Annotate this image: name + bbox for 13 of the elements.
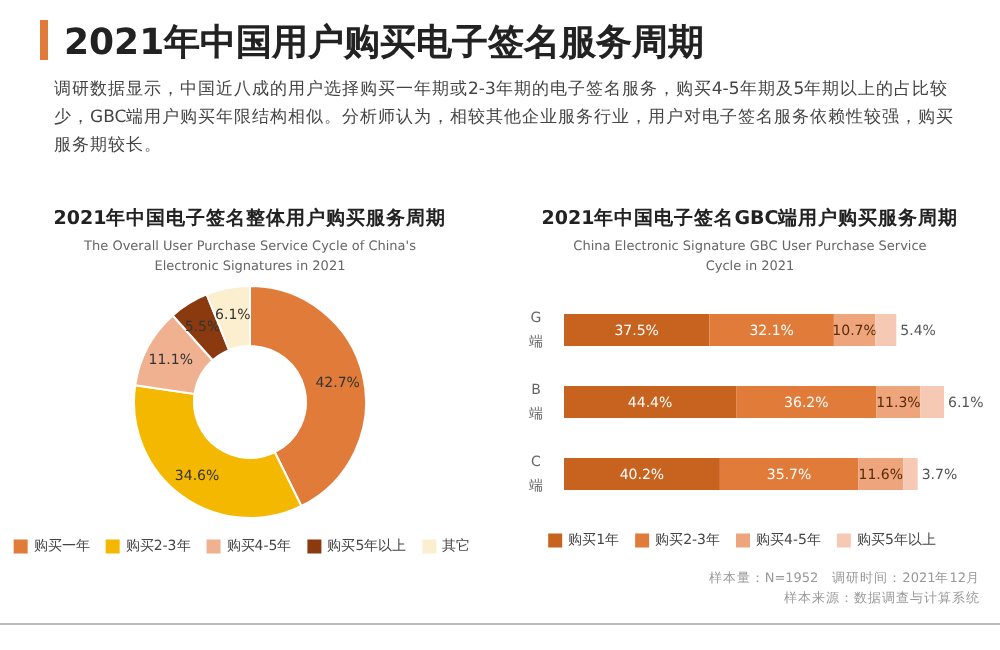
text: 调研数据显示，中国近八成的用户选择购买一年期或2-3年期的电子签名服务，购买4-5年期及5年期以上的占比较少，GBC端用户购买年限结构相似。分析师认为，相较其他企业服务行业，用户对电子签名服务依赖性较强，购买服务期较长。 [54,78,955,156]
bar [719,458,859,490]
chart-title: 2021年中国电子签名整体用户购买服务周期 [53,206,447,230]
bar [875,314,897,346]
chart-title: 2021年中国电子签名GBC端用户购买服务周期 [541,206,959,230]
bar [920,386,944,418]
bar [736,386,877,418]
bar [709,314,834,346]
text: 2021年中国用户购买电子签名服务周期 [64,22,705,64]
bar [903,458,918,490]
bar [564,314,710,346]
bar [564,386,737,418]
bar [564,458,720,490]
